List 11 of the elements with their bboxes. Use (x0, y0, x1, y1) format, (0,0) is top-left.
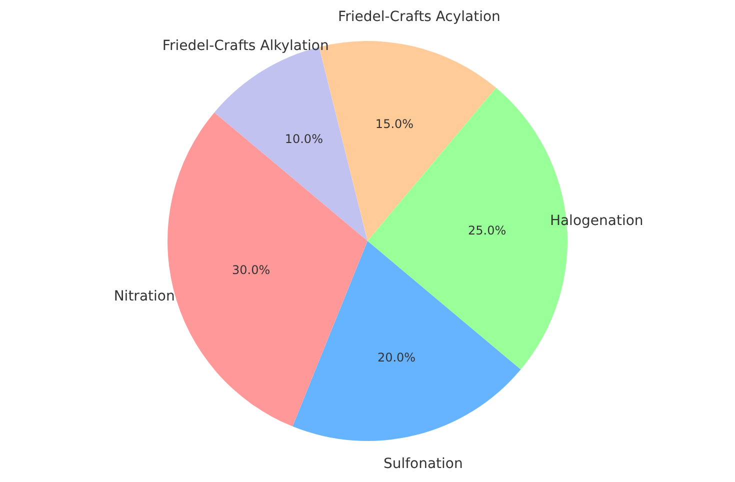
slice-label: Halogenation (550, 212, 644, 229)
slice-label: Sulfonation (383, 456, 463, 472)
data-label: 15.0% (375, 117, 414, 132)
slice-label: Friedel-Crafts Acylation (338, 8, 500, 25)
slice-label: Nitration (114, 288, 175, 305)
data-label: 20.0% (377, 350, 416, 364)
data-label: 10.0% (284, 132, 323, 146)
slice-label: Friedel-Crafts Alkylation (162, 38, 329, 54)
data-label: 30.0% (232, 263, 270, 278)
pie-slice (292, 241, 521, 441)
data-label: 25.0% (468, 224, 506, 238)
